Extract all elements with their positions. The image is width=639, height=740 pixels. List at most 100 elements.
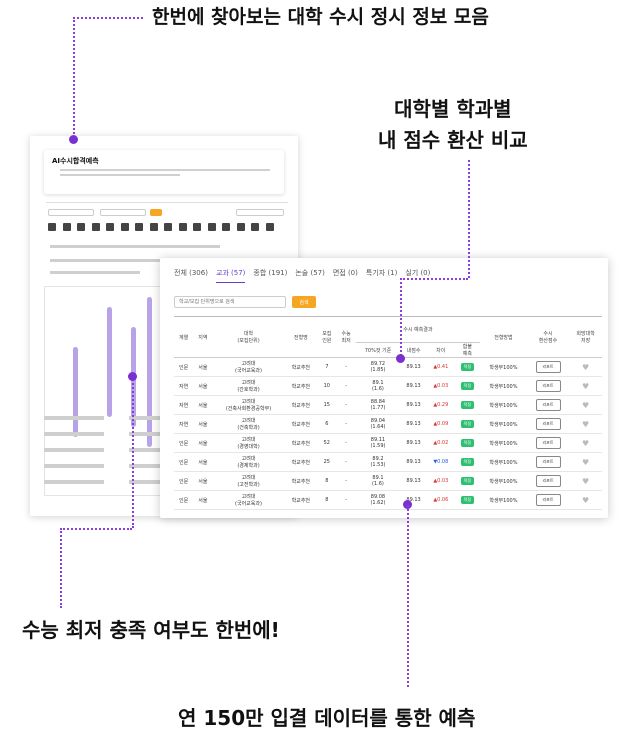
back-panel-title: AI수시합격예측	[52, 157, 99, 165]
heart-icon[interactable]: ♥	[582, 476, 590, 486]
report-button[interactable]: 리포트	[535, 475, 561, 487]
my-score-cell: 89.13	[400, 471, 427, 491]
tab-item[interactable]: 실기 (0)	[405, 269, 431, 277]
table-row[interactable]: 인문 서울 고려대 (국어교육과) 학교추천 8-89.08 (1.62) 89.13 ▲0…	[174, 490, 602, 510]
filter-select[interactable]	[100, 209, 146, 216]
table-row[interactable]: 인문 서울 고려대 (경영대학) 학교추천 52-89.11 (1.59) 89.13 ▲0…	[174, 433, 602, 453]
min-requirement-cell: -	[336, 414, 356, 434]
prediction-badge: 적정	[460, 363, 475, 371]
admission-type-cell: 학교추천	[284, 490, 318, 510]
column-header: 계열	[174, 316, 194, 358]
recruit-count-cell: 8	[317, 490, 337, 510]
results-table: 계열 지역 대학 (모집단위) 전형명 모집 인원 수능 최저 수시 예측결과 전형방법 수시 …	[174, 316, 602, 510]
university-cell: 고려대 (경제학과)	[212, 452, 285, 472]
score-diff-cell: ▲0.41	[426, 357, 455, 377]
callout-right: 대학별 학과별 내 점수 환산 비교	[378, 94, 528, 156]
prediction-badge: 적정	[460, 496, 475, 504]
track-cell: 자연	[174, 414, 194, 434]
cutoff-cell: 88.84 (1.77)	[355, 395, 401, 415]
column-header: 수시 환산점수	[526, 316, 570, 358]
column-header: 수시 예측결과	[355, 316, 480, 343]
region-cell: 서울	[193, 490, 213, 510]
university-cell: 고려대 (간호학과)	[212, 376, 285, 396]
report-cell: 리포트	[526, 376, 570, 396]
recruit-count-cell: 25	[317, 452, 337, 472]
heart-icon[interactable]: ♥	[582, 362, 590, 372]
region-cell: 서울	[193, 376, 213, 396]
score-diff-cell: ▲0.03	[426, 471, 455, 491]
search-button[interactable]: 검색	[292, 296, 316, 308]
tab-item[interactable]: 종합 (191)	[253, 269, 288, 277]
column-header: 수능 최저	[336, 316, 356, 358]
save-cell: ♥	[569, 395, 602, 415]
filter-select[interactable]	[236, 209, 284, 216]
tab-item[interactable]: 전체 (306)	[174, 269, 208, 277]
report-button[interactable]: 리포트	[535, 456, 561, 468]
filter-search-button[interactable]	[150, 209, 162, 216]
prediction-cell: 적정	[454, 433, 480, 453]
min-requirement-cell: -	[336, 357, 356, 377]
heart-icon[interactable]: ♥	[582, 438, 590, 448]
admission-type-cell: 학교추천	[284, 376, 318, 396]
recruit-count-cell: 15	[317, 395, 337, 415]
score-diff-cell: ▲0.29	[426, 395, 455, 415]
track-cell: 인문	[174, 471, 194, 491]
report-button[interactable]: 리포트	[535, 361, 561, 373]
heart-icon[interactable]: ♥	[582, 381, 590, 391]
heart-icon[interactable]: ♥	[582, 495, 590, 505]
track-cell: 자연	[174, 376, 194, 396]
save-cell: ♥	[569, 471, 602, 491]
report-button[interactable]: 리포트	[535, 380, 561, 392]
method-cell: 학생부100%	[480, 395, 527, 415]
table-row[interactable]: 자연 서울 고려대 (건축학과) 학교추천 6-89.04 (1.64) 89.13 ▲0.…	[174, 414, 602, 434]
connector-dot	[69, 135, 78, 144]
report-button[interactable]: 리포트	[535, 494, 561, 506]
filter-select[interactable]	[48, 209, 94, 216]
prediction-badge: 적정	[460, 420, 475, 428]
tab-item[interactable]: 면접 (0)	[332, 269, 358, 277]
track-cell: 인문	[174, 357, 194, 377]
callout-top: 한번에 찾아보는 대학 수시 정시 정보 모음	[152, 6, 489, 28]
category-icons	[48, 223, 274, 237]
score-diff-cell: ▲0.02	[426, 433, 455, 453]
connector-line	[60, 528, 132, 530]
filter-chips	[50, 271, 140, 274]
tab-item[interactable]: 논술 (57)	[295, 269, 325, 277]
min-requirement-cell: -	[336, 452, 356, 472]
region-cell: 서울	[193, 357, 213, 377]
tab-item[interactable]: 특기자 (1)	[365, 269, 398, 277]
my-score-cell: 89.13	[400, 395, 427, 415]
heart-icon[interactable]: ♥	[582, 400, 590, 410]
results-panel: 전체 (306) 교과 (57) 종합 (191) 논술 (57) 면접 (0) 특기자 …	[160, 258, 608, 518]
table-row[interactable]: 인문 서울 고려대 (국어교육과) 학교추천 7-89.72 (1.85) 89.13 ▲0…	[174, 357, 602, 377]
region-cell: 서울	[193, 471, 213, 491]
method-cell: 학생부100%	[480, 357, 527, 377]
region-cell: 서울	[193, 433, 213, 453]
my-score-cell: 89.13	[400, 357, 427, 377]
table-row[interactable]: 인문 서울 고려대 (경제학과) 학교추천 25-89.2 (1.53) 89.13 ▼0.…	[174, 452, 602, 472]
tab-item[interactable]: 교과 (57)	[215, 268, 246, 283]
connector-dot	[128, 372, 137, 381]
admission-type-cell: 학교추천	[284, 433, 318, 453]
report-button[interactable]: 리포트	[535, 437, 561, 449]
table-row[interactable]: 자연 서울 고려대 (간호학과) 학교추천 10-89.1 (1.6) 89.13 ▲0.0…	[174, 376, 602, 396]
connector-line	[400, 278, 402, 356]
report-button[interactable]: 리포트	[535, 418, 561, 430]
heart-icon[interactable]: ♥	[582, 457, 590, 467]
report-cell: 리포트	[526, 357, 570, 377]
table-row[interactable]: 인문 서울 고려대 (고전학과) 학교추천 8-89.1 (1.6) 89.13 ▲0.03…	[174, 471, 602, 491]
admission-tabs: 전체 (306) 교과 (57) 종합 (191) 논술 (57) 면접 (0) 특기자 …	[174, 268, 438, 283]
prediction-badge: 적정	[460, 401, 475, 409]
report-button[interactable]: 리포트	[535, 399, 561, 411]
track-cell: 인문	[174, 433, 194, 453]
card-text-lines	[52, 169, 276, 176]
column-header: 전형방법	[480, 316, 527, 358]
table-row[interactable]: 자연 서울 고려대 (건축사회환경공학부) 학교추천 15-88.84 (1.77) 89…	[174, 395, 602, 415]
heart-icon[interactable]: ♥	[582, 419, 590, 429]
search-input[interactable]	[174, 296, 286, 308]
method-cell: 학생부100%	[480, 376, 527, 396]
report-cell: 리포트	[526, 452, 570, 472]
prediction-badge: 적정	[460, 477, 475, 485]
prediction-cell: 적정	[454, 490, 480, 510]
method-cell: 학생부100%	[480, 471, 527, 491]
